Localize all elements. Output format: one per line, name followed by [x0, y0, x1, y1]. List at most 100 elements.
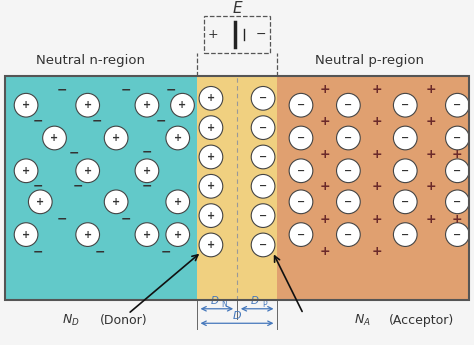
Text: −: −: [68, 146, 79, 159]
Text: +: +: [319, 148, 330, 161]
Ellipse shape: [289, 126, 313, 150]
Text: −: −: [297, 197, 305, 207]
Text: −: −: [344, 133, 353, 143]
Text: +: +: [50, 133, 59, 143]
Text: Neutral n-region: Neutral n-region: [36, 54, 145, 67]
Ellipse shape: [76, 223, 100, 246]
Text: +: +: [207, 181, 215, 191]
Ellipse shape: [337, 190, 360, 214]
Text: −: −: [259, 211, 267, 220]
Text: −: −: [344, 230, 353, 239]
Ellipse shape: [337, 93, 360, 117]
Text: $N_D$: $N_D$: [62, 313, 80, 328]
Text: −: −: [297, 166, 305, 176]
Text: +: +: [143, 166, 151, 176]
Ellipse shape: [337, 223, 360, 246]
Text: −: −: [259, 181, 267, 191]
Ellipse shape: [14, 159, 38, 183]
Ellipse shape: [166, 126, 190, 150]
Text: −: −: [297, 133, 305, 143]
Text: (Donor): (Donor): [100, 314, 147, 327]
Text: −: −: [165, 83, 176, 96]
Text: +: +: [319, 245, 330, 258]
Ellipse shape: [14, 93, 38, 117]
Ellipse shape: [166, 190, 190, 214]
Text: +: +: [372, 115, 382, 128]
Text: −: −: [453, 197, 462, 207]
Text: −: −: [120, 213, 131, 226]
Text: +: +: [173, 133, 182, 143]
Ellipse shape: [199, 87, 223, 110]
Bar: [5, 76, 197, 300]
Text: −: −: [259, 93, 267, 103]
Text: +: +: [319, 213, 330, 226]
Ellipse shape: [76, 93, 100, 117]
Text: +: +: [36, 197, 45, 207]
Text: +: +: [207, 152, 215, 162]
Text: +: +: [426, 180, 437, 193]
Ellipse shape: [251, 87, 275, 110]
Text: +: +: [319, 83, 330, 96]
Ellipse shape: [199, 116, 223, 139]
Text: (Acceptor): (Acceptor): [389, 314, 455, 327]
Text: +: +: [452, 213, 463, 226]
Ellipse shape: [393, 190, 417, 214]
Bar: [197, 76, 277, 300]
Text: −: −: [161, 245, 171, 258]
Text: −: −: [401, 100, 410, 110]
Ellipse shape: [251, 116, 275, 139]
Ellipse shape: [251, 145, 275, 169]
Text: −: −: [297, 100, 305, 110]
Text: P: P: [262, 300, 266, 309]
Text: +: +: [426, 83, 437, 96]
Text: N: N: [221, 300, 227, 309]
Ellipse shape: [446, 126, 469, 150]
Text: −: −: [255, 28, 266, 41]
Text: +: +: [83, 166, 92, 176]
Ellipse shape: [289, 190, 313, 214]
Text: −: −: [259, 240, 267, 250]
Text: $N_A$: $N_A$: [354, 313, 371, 328]
Bar: [204, 16, 270, 53]
Text: E: E: [232, 1, 242, 16]
Ellipse shape: [171, 93, 194, 117]
Text: +: +: [173, 230, 182, 239]
Text: D: D: [251, 296, 259, 306]
Text: −: −: [401, 133, 410, 143]
Text: +: +: [83, 100, 92, 110]
Text: +: +: [372, 83, 382, 96]
Ellipse shape: [14, 223, 38, 246]
Text: −: −: [142, 180, 152, 193]
Ellipse shape: [104, 190, 128, 214]
Ellipse shape: [199, 233, 223, 257]
Text: +: +: [207, 240, 215, 250]
Ellipse shape: [289, 159, 313, 183]
Ellipse shape: [393, 223, 417, 246]
Bar: [5, 76, 469, 300]
Text: −: −: [142, 145, 152, 158]
Text: +: +: [426, 213, 437, 226]
Text: +: +: [22, 100, 30, 110]
Ellipse shape: [135, 223, 159, 246]
Text: +: +: [319, 180, 330, 193]
Text: −: −: [453, 133, 462, 143]
Text: +: +: [143, 230, 151, 239]
Text: +: +: [426, 115, 437, 128]
Text: +: +: [178, 100, 187, 110]
Text: +: +: [143, 100, 151, 110]
Text: +: +: [112, 133, 120, 143]
Text: +: +: [372, 148, 382, 161]
Text: −: −: [453, 100, 462, 110]
Text: −: −: [56, 83, 67, 96]
Text: +: +: [112, 197, 120, 207]
Text: −: −: [344, 166, 353, 176]
Ellipse shape: [393, 159, 417, 183]
Text: D: D: [210, 296, 219, 306]
Ellipse shape: [199, 204, 223, 227]
Bar: [277, 76, 469, 300]
Ellipse shape: [135, 159, 159, 183]
Ellipse shape: [76, 159, 100, 183]
Ellipse shape: [393, 126, 417, 150]
Ellipse shape: [104, 126, 128, 150]
Text: −: −: [259, 123, 267, 132]
